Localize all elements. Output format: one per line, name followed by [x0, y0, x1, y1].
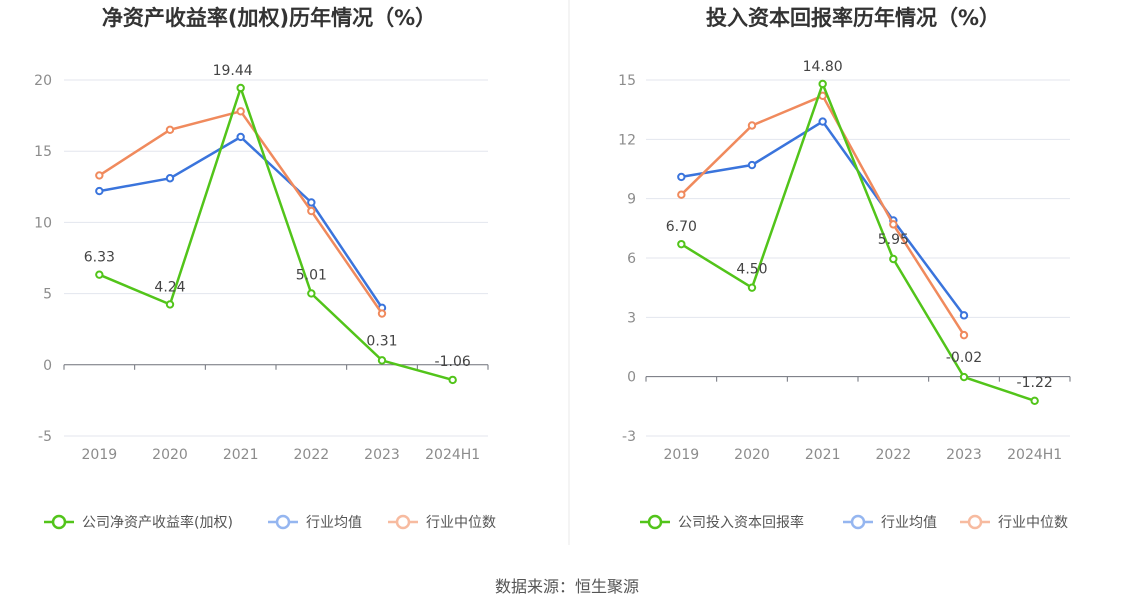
- y-tick-label: 5: [43, 287, 52, 303]
- y-tick-label: 9: [627, 192, 636, 208]
- chart-title: 投入资本回报率历年情况（%）: [706, 6, 1000, 30]
- x-tick-label: 2021: [223, 447, 259, 463]
- data-point: [747, 121, 757, 130]
- data-source-label: 数据来源：恒生聚源: [495, 577, 639, 596]
- data-point: [677, 239, 686, 249]
- x-tick-label: 2023: [946, 447, 982, 463]
- data-label: 6.33: [84, 250, 115, 266]
- x-tick-label: 2020: [734, 447, 770, 463]
- y-tick-label: 15: [618, 73, 636, 89]
- data-point: [818, 117, 827, 126]
- legend-swatch-marker: [395, 514, 411, 530]
- data-point: [307, 289, 316, 298]
- data-point: [448, 375, 457, 385]
- legend-label: 公司净资产收益率(加权): [82, 514, 233, 531]
- series-line: [680, 94, 966, 336]
- legend-swatch-marker: [275, 514, 291, 530]
- y-tick-label: 15: [34, 144, 52, 160]
- series-line: [681, 120, 966, 317]
- data-point: [236, 83, 245, 93]
- data-point: [377, 356, 387, 365]
- data-point: [677, 190, 686, 199]
- data-point: [1030, 396, 1039, 405]
- x-tick-label: 2020: [152, 447, 188, 463]
- data-label: 0.31: [366, 333, 397, 349]
- data-point: [677, 172, 686, 182]
- legend-label: 行业均值: [306, 515, 362, 531]
- data-label: 14.80: [803, 59, 843, 75]
- data-point: [959, 372, 969, 382]
- data-point: [959, 311, 969, 320]
- legend-swatch-marker: [850, 514, 866, 530]
- legend-label: 公司投入资本回报率: [678, 514, 804, 531]
- data-point: [165, 300, 175, 309]
- x-tick-label: 2024H1: [1007, 447, 1062, 463]
- data-point: [95, 270, 104, 279]
- data-label: 5.01: [296, 267, 327, 283]
- data-label: 19.44: [213, 63, 253, 79]
- data-point: [165, 125, 175, 135]
- chart-title: 净资产收益率(加权)历年情况（%）: [102, 6, 436, 30]
- x-tick-label: 2022: [876, 447, 912, 463]
- data-point: [959, 330, 969, 340]
- roe-chart: 净资产收益率(加权)历年情况（%） -5 0 5 10 15 20 2019 2020 2021 2…: [34, 6, 496, 531]
- data-label: 4.50: [736, 262, 767, 278]
- y-tick-label: 20: [34, 73, 52, 89]
- legend-swatch-marker: [647, 514, 663, 530]
- legend-label: 行业中位数: [426, 515, 496, 531]
- data-point: [747, 160, 757, 170]
- x-tick-label: 2023: [364, 447, 400, 463]
- series-line: [98, 86, 454, 382]
- data-label: -1.06: [435, 354, 471, 370]
- y-tick-label: 6: [627, 251, 636, 267]
- x-tick-label: 2022: [294, 447, 330, 463]
- y-tick-label: 3: [627, 310, 636, 326]
- y-tick-label: 10: [34, 215, 52, 231]
- data-point: [747, 283, 757, 292]
- legend-swatch-marker: [967, 514, 983, 530]
- y-tick-label: -3: [622, 429, 636, 445]
- data-point: [889, 220, 898, 229]
- x-tick-label: 2019: [82, 447, 118, 463]
- roic-chart: 投入资本回报率历年情况（%） -3 0 3 6 9 12 15 2019 2020 2021 2022…: [618, 6, 1071, 531]
- data-point: [377, 309, 387, 318]
- y-tick-label: 0: [43, 358, 52, 374]
- data-point: [95, 186, 104, 196]
- x-tick-label: 2021: [805, 447, 841, 463]
- data-point: [95, 171, 104, 180]
- data-label: -1.22: [1017, 375, 1053, 391]
- legend-label: 行业均值: [881, 515, 937, 531]
- y-tick-label: -5: [38, 429, 52, 445]
- data-label: -0.02: [946, 350, 982, 366]
- data-label: 6.70: [666, 219, 697, 235]
- series-line: [680, 82, 1036, 402]
- data-label: 5.95: [878, 232, 909, 248]
- data-label: 4.24: [154, 279, 185, 295]
- x-tick-label: 2019: [664, 447, 700, 463]
- legend-label: 行业中位数: [998, 515, 1068, 531]
- series-line: [98, 110, 384, 315]
- data-point: [307, 198, 316, 207]
- data-point: [307, 206, 316, 216]
- data-point: [818, 79, 827, 89]
- data-point: [889, 254, 898, 264]
- legend-swatch-marker: [51, 514, 67, 530]
- data-point: [165, 174, 175, 183]
- y-tick-label: 12: [618, 132, 636, 148]
- y-tick-label: 0: [627, 370, 636, 386]
- data-point: [236, 107, 245, 116]
- x-tick-label: 2024H1: [425, 447, 480, 463]
- data-point: [236, 132, 245, 142]
